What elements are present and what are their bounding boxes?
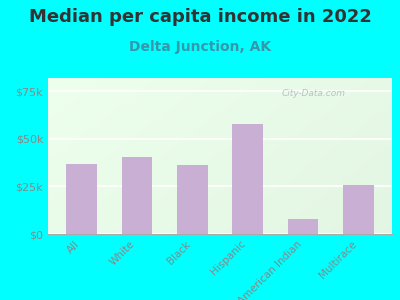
Bar <box>344 184 374 234</box>
Bar <box>232 124 263 234</box>
Text: City-Data.com: City-Data.com <box>282 89 346 98</box>
Bar <box>66 164 96 234</box>
Bar <box>177 165 208 234</box>
Text: Delta Junction, AK: Delta Junction, AK <box>129 40 271 55</box>
Text: Median per capita income in 2022: Median per capita income in 2022 <box>28 8 372 26</box>
Bar <box>288 219 318 234</box>
Bar <box>122 157 152 234</box>
